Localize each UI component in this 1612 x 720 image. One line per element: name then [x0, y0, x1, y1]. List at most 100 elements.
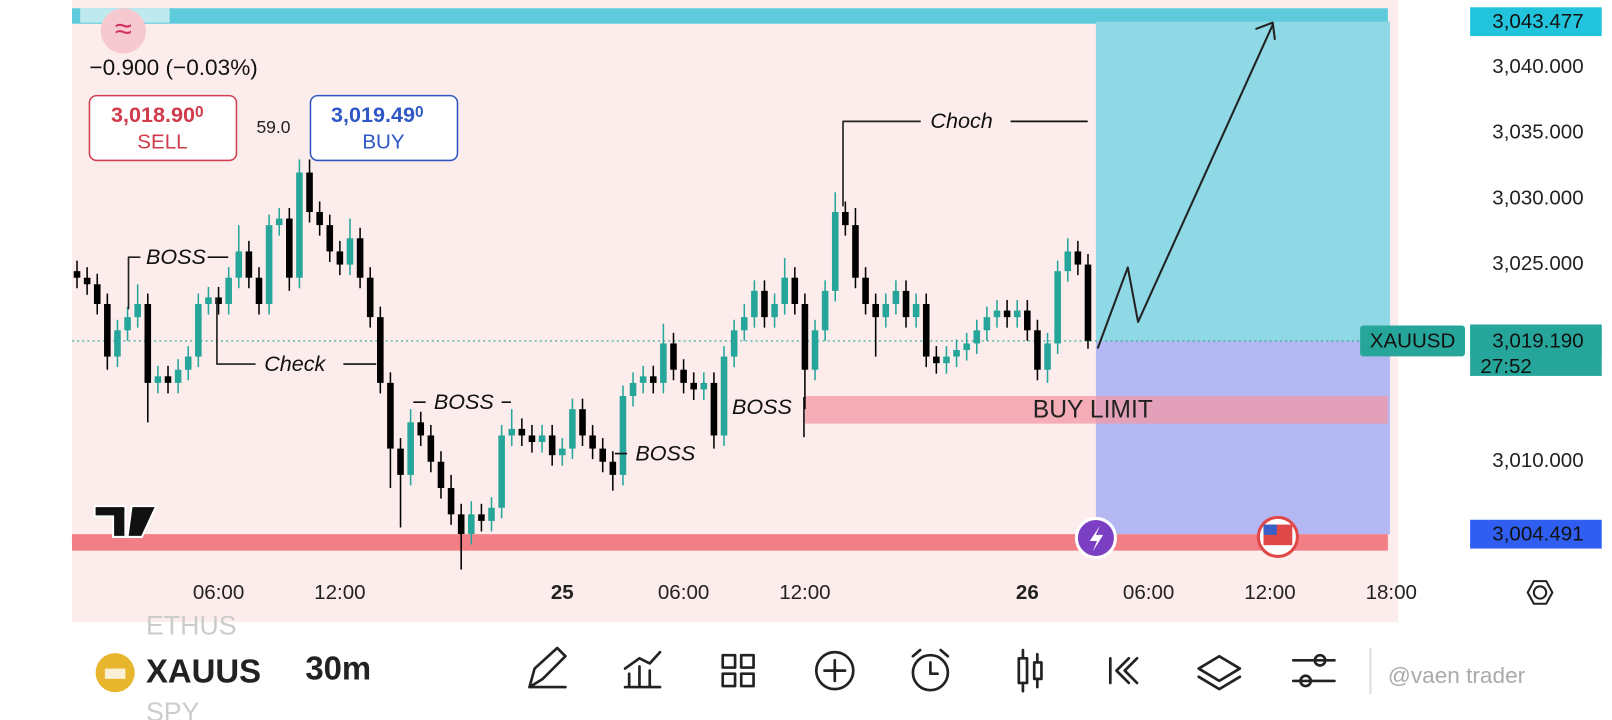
candle-body [660, 343, 667, 383]
candle-body [144, 304, 152, 383]
candle-body [1024, 310, 1031, 331]
interval[interactable]: 30m [305, 649, 371, 686]
candle-body [397, 448, 404, 475]
candle-body [528, 435, 536, 443]
x-tick-label: 06:00 [193, 581, 244, 604]
candle-body [174, 369, 182, 383]
symbol-badge[interactable] [100, 8, 146, 54]
sell-price: 3,018.900 [111, 102, 204, 127]
draw-tool[interactable] [528, 646, 567, 689]
buy-button[interactable] [309, 94, 459, 162]
slider-knob [1313, 653, 1327, 667]
candle-body [417, 422, 425, 436]
candle-body [265, 225, 273, 305]
toolbar-symbol[interactable]: XAUUS [146, 652, 261, 689]
annotation: BOSS [635, 440, 696, 465]
add-plus [823, 659, 847, 683]
candle-body [124, 317, 131, 331]
chart-type-tool[interactable] [1017, 648, 1043, 693]
candle-body [387, 382, 394, 449]
symbol-tag-label: XAUUSD [1370, 329, 1456, 352]
candle-body [225, 277, 232, 305]
watermark: @vaen trader [1388, 663, 1526, 688]
candle-body [680, 369, 687, 383]
candle-body [609, 461, 617, 475]
candle-body [205, 297, 212, 305]
add-tool[interactable] [814, 650, 855, 691]
candle-body [366, 277, 374, 318]
candle-body [235, 251, 243, 278]
symbol-tag [1360, 325, 1465, 357]
gold-bar [104, 668, 126, 679]
buy-price-main: 3,019.49 [331, 102, 415, 127]
candle-body [639, 376, 647, 383]
candle-body [629, 382, 637, 397]
candle-body [275, 218, 283, 226]
replay-tool[interactable] [1108, 656, 1139, 685]
sell-price-main: 3,018.90 [111, 102, 195, 127]
loss-zone [1095, 340, 1390, 535]
candle-body [700, 382, 708, 390]
candle-body [407, 422, 414, 475]
candle-body [558, 448, 566, 456]
candle-body [437, 461, 445, 489]
candle-body [306, 172, 313, 212]
profit-zone [1095, 21, 1390, 341]
toolbar [0, 622, 1612, 720]
indicators-tool[interactable] [623, 650, 662, 689]
candle-body [538, 435, 546, 443]
x-tick-label: 25 [551, 581, 574, 604]
stop-band [71, 534, 1388, 551]
candle-body [882, 304, 890, 318]
choch-line [842, 120, 921, 207]
candle-body [83, 277, 91, 285]
candle-body [781, 277, 788, 305]
candle-body [862, 277, 869, 305]
settings-icon[interactable] [1532, 585, 1548, 600]
candle-body [245, 251, 253, 278]
x-tick-label: 12:00 [1244, 581, 1295, 604]
candle-body [730, 330, 738, 357]
price-tag [1470, 324, 1602, 376]
candle-body [943, 356, 950, 364]
candle-body [619, 396, 627, 475]
y-tick-label: 3,030.000 [1492, 186, 1583, 209]
watch-item[interactable]: ETHUS [146, 610, 237, 640]
candle-body [983, 317, 991, 331]
spread: 59.0 [256, 117, 290, 137]
annotation: BOSS [732, 394, 793, 419]
x-tick-label: 18:00 [1366, 581, 1417, 604]
sell-button[interactable] [88, 94, 238, 162]
alert-hands [911, 648, 950, 676]
candle-body [1064, 251, 1072, 272]
watch-item[interactable]: SPY [146, 697, 200, 720]
arrow-head [1255, 21, 1276, 41]
candle-body [1084, 264, 1092, 341]
candle-body [973, 330, 981, 344]
candle-body [821, 290, 829, 331]
candle-body [548, 435, 556, 456]
candle-body [346, 238, 354, 265]
candle-body [73, 271, 81, 278]
candle-body [356, 238, 364, 278]
candle-body [1054, 271, 1061, 344]
candle-body [569, 409, 576, 449]
price-tag-label: 3,019.190 [1492, 329, 1583, 352]
candle-body [184, 356, 192, 370]
buy-pip: 0 [415, 104, 424, 121]
buy-limit-label: BUY LIMIT [1033, 396, 1153, 423]
candle-body [296, 172, 303, 278]
layout-tool[interactable] [721, 653, 755, 688]
boss-line [127, 256, 141, 310]
price-tag-label: 3,043.477 [1492, 10, 1583, 33]
layers-tool[interactable] [1197, 654, 1242, 691]
settings-hex [1526, 580, 1554, 605]
candle-body [1034, 330, 1041, 370]
x-tick-label: 12:00 [779, 581, 830, 604]
candle-body [316, 211, 323, 226]
alert-tool[interactable] [911, 653, 950, 692]
candle-body [922, 304, 930, 357]
candle-body [842, 211, 849, 226]
candle-body [993, 310, 1001, 318]
